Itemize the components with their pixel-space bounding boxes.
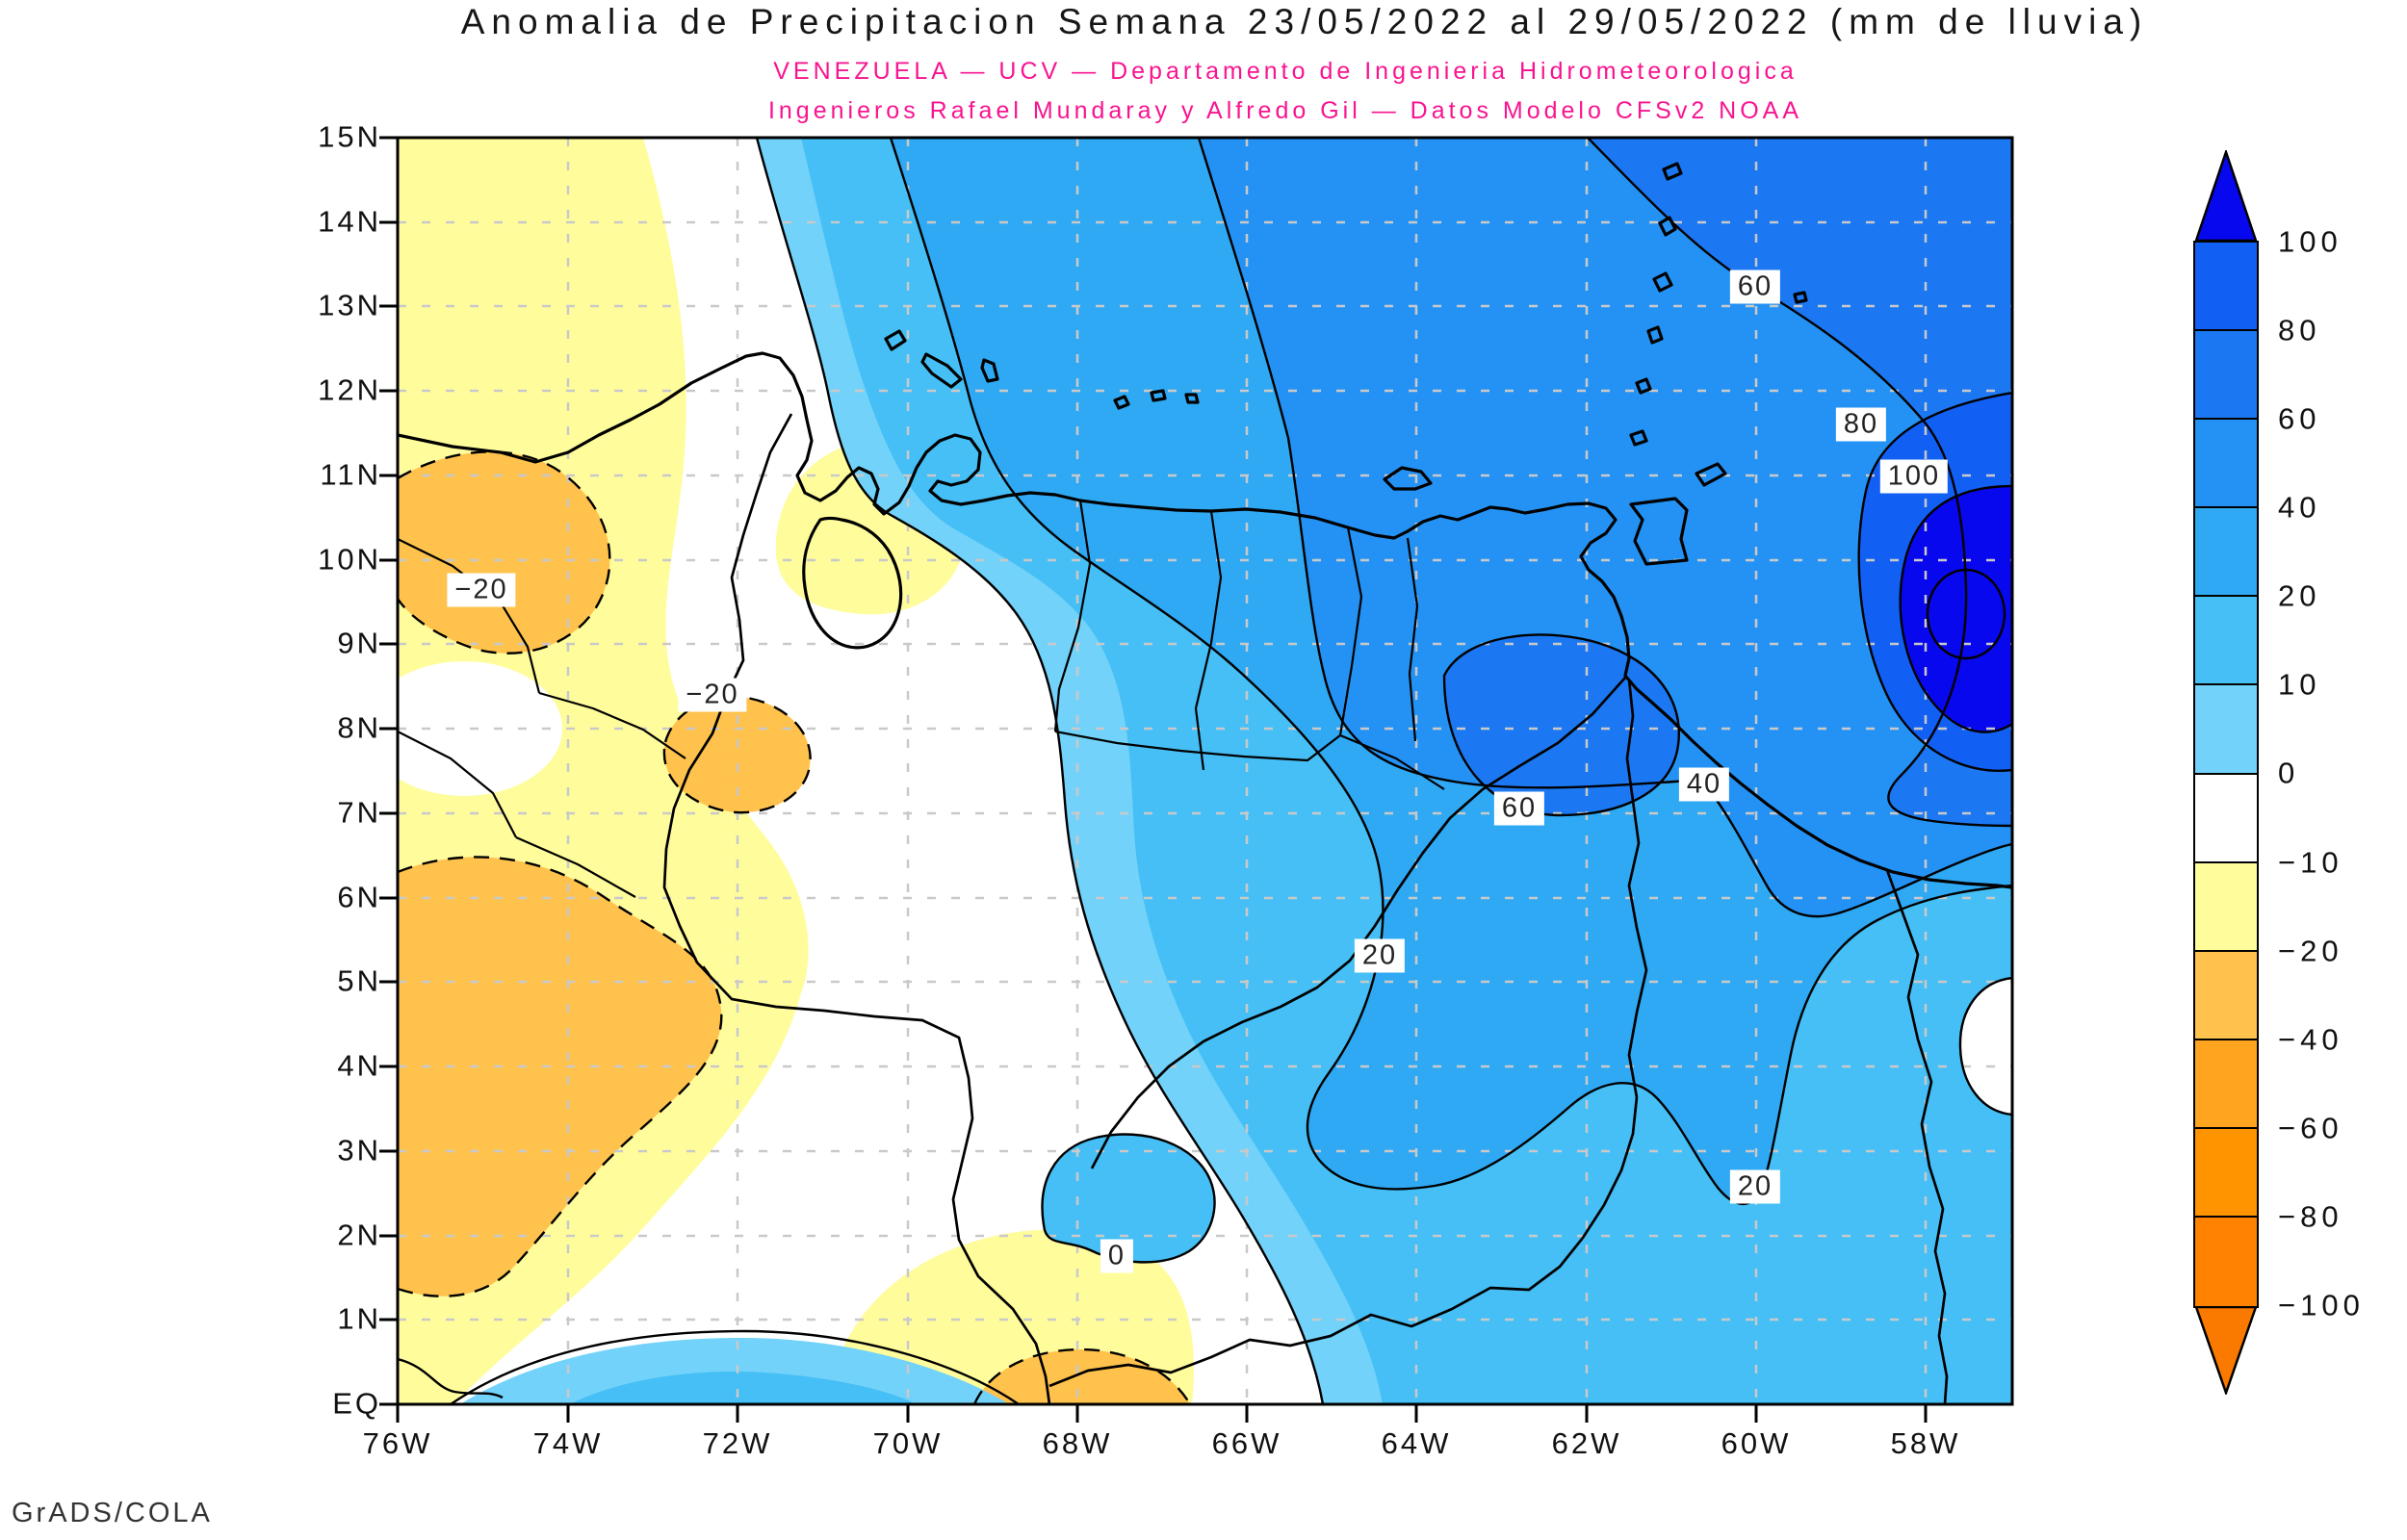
y-axis-tick-label: 14N	[318, 204, 381, 239]
colorbar-tick-label: −20	[2278, 934, 2343, 968]
x-axis-tick-label: 66W	[1211, 1426, 1282, 1460]
contour-120-closed	[1926, 568, 2006, 660]
y-axis-tick-label: 3N	[337, 1133, 381, 1168]
contour-40	[1197, 138, 2012, 918]
x-axis-tick-label: 76W	[362, 1426, 433, 1460]
y-axis-tick-label: 2N	[337, 1218, 381, 1252]
colorbar-tick-label: −80	[2278, 1199, 2343, 1234]
y-axis-tick-label: 4N	[337, 1048, 381, 1083]
contour-lines	[398, 138, 2012, 1404]
page-title: Anomalia de Precipitacion Semana 23/05/2…	[460, 2, 2149, 41]
contour-0-sw-dome	[398, 1329, 1020, 1404]
colorbar-segment	[2193, 506, 2259, 599]
map-frame	[396, 136, 2014, 1406]
islands	[884, 162, 1808, 566]
contour-value-label: 80	[1835, 407, 1887, 442]
y-axis-tick-label: 7N	[337, 795, 381, 830]
contour-value-label: 60	[1729, 270, 1781, 304]
x-axis-tick-label: 70W	[872, 1426, 944, 1460]
colorbar-segment	[2193, 329, 2259, 422]
x-axis-tick-label: 62W	[1551, 1426, 1622, 1460]
y-axis-tick-label: 15N	[318, 119, 381, 154]
y-axis-tick-label: 6N	[337, 880, 381, 914]
contour-20	[889, 138, 2012, 1206]
contour-0-ne-pocket	[1958, 976, 2012, 1116]
colorbar-tick-label: 60	[2278, 401, 2321, 436]
contour-value-label: 60	[1493, 791, 1545, 826]
contour-value-label: 20	[1729, 1169, 1781, 1204]
colorbar-segment	[2193, 1039, 2259, 1131]
contour-value-label: −20	[678, 678, 747, 712]
colorbar-segment	[2193, 861, 2259, 954]
border-brazil	[1048, 1096, 1639, 1388]
contour-value-label: 0	[1100, 1239, 1134, 1273]
lake-maracaibo	[802, 516, 903, 650]
colorbar-tick-label: 0	[2278, 756, 2300, 790]
contour-0-main	[755, 138, 1325, 1404]
subtitle-line-2: Ingenieros Rafael Mundaray y Alfredo Gil…	[767, 97, 1803, 124]
colorbar-arrow-bottom	[2195, 1306, 2257, 1395]
colorbar-segment	[2193, 1216, 2259, 1308]
colorbar-tick-label: 40	[2278, 490, 2321, 525]
colorbar-segment	[2193, 773, 2259, 865]
y-axis-tick-label: 8N	[337, 710, 381, 745]
contour-60-central	[1442, 633, 1680, 817]
grads-credit: GrADS/COLA	[12, 1498, 213, 1528]
colorbar-arrow-top	[2195, 150, 2257, 243]
contour-80	[1857, 391, 2012, 772]
y-axis-tick-label: 12N	[318, 372, 381, 407]
coastlines	[398, 162, 2012, 889]
colorbar-segment	[2193, 241, 2259, 333]
colorbar-segment	[2193, 418, 2259, 510]
colorbar-tick-label: −60	[2278, 1111, 2343, 1145]
contour-0-small-blob	[1041, 1133, 1216, 1264]
y-axis-tick-label: 10N	[318, 542, 381, 577]
border-essequibo	[1625, 679, 1648, 1098]
y-axis-tick-label: 13N	[318, 288, 381, 322]
x-axis-tick-label: 60W	[1721, 1426, 1792, 1460]
colorbar-tick-label: −40	[2278, 1022, 2343, 1057]
contour-100	[1899, 484, 2012, 733]
coastline-main	[398, 351, 2012, 889]
contour-value-label: 40	[1678, 767, 1730, 802]
colorbar-segment	[2193, 950, 2259, 1042]
x-axis-tick-label: 68W	[1042, 1426, 1113, 1460]
y-axis-tick-label: EQ	[332, 1386, 381, 1421]
subtitle-line-1: VENEZUELA — UCV — Departamento de Ingeni…	[773, 58, 1798, 85]
y-axis-tick-label: 9N	[337, 626, 381, 660]
y-axis-tick-label: 5N	[337, 963, 381, 998]
map-fills	[398, 138, 2012, 1404]
colorbar-segment	[2193, 1127, 2259, 1219]
contour-value-label: 100	[1879, 459, 1949, 494]
y-axis-tick-label: 11N	[320, 457, 381, 492]
colorbar-segment	[2193, 595, 2259, 687]
colorbar-tick-label: 10	[2278, 667, 2321, 702]
colorbar-segment	[2193, 683, 2259, 777]
border-colombia-venezuela	[662, 413, 1051, 1404]
x-axis-tick-label: 74W	[532, 1426, 604, 1460]
x-axis-tick-label: 72W	[702, 1426, 773, 1460]
colorbar-tick-label: 20	[2278, 578, 2321, 613]
x-axis-tick-label: 64W	[1381, 1426, 1452, 1460]
x-axis-tick-label: 58W	[1890, 1426, 1961, 1460]
border-guyana-east	[1885, 869, 1949, 1404]
colorbar-tick-label: −10	[2278, 845, 2343, 880]
colorbar-tick-label: 100	[2278, 224, 2342, 259]
axis-ticks	[379, 136, 1928, 1423]
contour-value-label: −20	[447, 573, 516, 607]
y-axis-tick-label: 1N	[337, 1301, 381, 1336]
colorbar-tick-label: 80	[2278, 313, 2321, 347]
contour-value-label: 20	[1354, 938, 1406, 973]
colorbar-tick-label: −100	[2278, 1288, 2365, 1322]
